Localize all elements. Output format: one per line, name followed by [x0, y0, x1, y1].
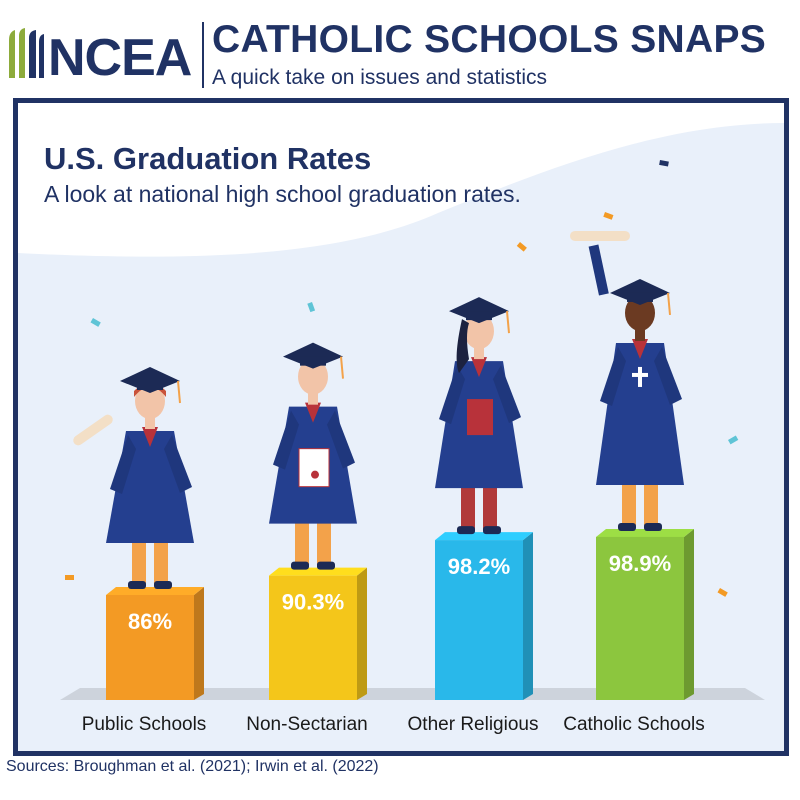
panel-background [18, 103, 784, 257]
bar-side-2 [523, 532, 533, 700]
floor-shadow [60, 688, 765, 700]
ncea-logo-icon [9, 28, 44, 78]
diploma-scroll-icon [570, 230, 630, 241]
header-title: CATHOLIC SCHOOLS SNAPS [212, 18, 767, 61]
bar-top-2 [435, 532, 533, 541]
confetti-icon [603, 212, 614, 220]
category-label-2: Other Religious [408, 714, 539, 735]
bar-side-1 [357, 567, 367, 700]
bar-2 [435, 540, 523, 700]
bar-value-label-0: 86% [128, 609, 172, 634]
confetti-icon [516, 241, 527, 252]
header: NCEA CATHOLIC SCHOOLS SNAPS A quick take… [0, 0, 800, 98]
confetti-icon [65, 575, 74, 580]
header-divider [202, 22, 204, 88]
bar-value-label-2: 98.2% [448, 554, 510, 579]
bar-side-3 [684, 528, 694, 700]
confetti-icon [307, 302, 316, 313]
bar-top-3 [596, 528, 694, 537]
confetti-icon [717, 588, 728, 597]
bar-0 [106, 595, 194, 700]
category-label-1: Non-Sectarian [246, 714, 367, 735]
bar-top-0 [106, 587, 204, 595]
bar-value-label-3: 98.9% [609, 551, 671, 576]
confetti-icon [728, 435, 739, 445]
category-label-3: Catholic Schools [563, 714, 705, 735]
chart-subtitle: A look at national high school graduatio… [44, 181, 521, 207]
graduate-figure-icon [269, 342, 357, 570]
sources-note: Sources: Broughman et al. (2021); Irwin … [6, 758, 379, 775]
ncea-logo[interactable]: NCEA [6, 22, 196, 87]
bar-1 [269, 575, 357, 700]
graduate-figure-icon [570, 230, 684, 531]
chart-title: U.S. Graduation Rates [44, 141, 372, 176]
bar-side-0 [194, 587, 204, 700]
bar-3 [596, 536, 684, 700]
confetti-icon [90, 318, 101, 327]
graduate-figure-icon [435, 297, 523, 535]
bar-top-1 [269, 567, 367, 576]
header-subtitle: A quick take on issues and statistics [212, 66, 548, 89]
bar-value-label-1: 90.3% [282, 590, 344, 615]
graduate-figure-icon [73, 367, 194, 589]
confetti-icon [659, 160, 669, 167]
logo-text: NCEA [48, 29, 192, 87]
category-label-0: Public Schools [82, 714, 207, 735]
